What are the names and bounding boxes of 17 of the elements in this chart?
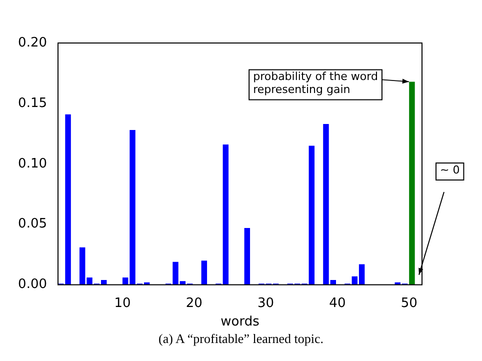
bar xyxy=(244,228,250,285)
x-tick-label: 20 xyxy=(186,296,202,311)
y-tick-label: 0.10 xyxy=(18,156,47,172)
y-tick-label: 0.15 xyxy=(18,96,47,111)
y-tick-label: 0.05 xyxy=(18,216,47,232)
bar xyxy=(409,82,415,285)
x-tick-label: 50 xyxy=(400,296,418,311)
text: ~ 0 xyxy=(440,163,460,176)
x-tick-label: 10 xyxy=(114,296,131,311)
x-tick-label: 30 xyxy=(258,296,274,311)
y-tick-label: 0.20 xyxy=(18,35,47,50)
x-tick-label: 40 xyxy=(329,296,346,311)
x-axis-title: words xyxy=(220,314,260,330)
y-tick-label: 0.00 xyxy=(18,277,47,292)
annotation: probability of the word representing gain xyxy=(253,70,378,96)
bar xyxy=(201,260,208,285)
text: (a) A “profitable” learned topic. xyxy=(158,331,324,347)
